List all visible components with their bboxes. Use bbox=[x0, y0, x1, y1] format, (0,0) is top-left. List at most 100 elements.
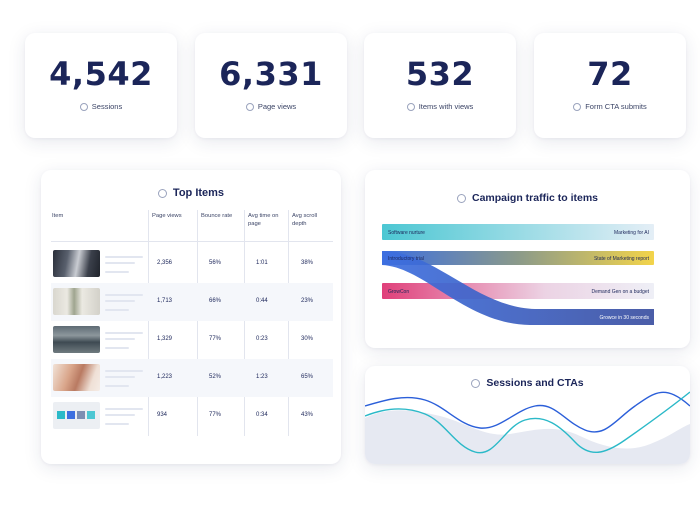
text-placeholder bbox=[105, 347, 129, 349]
target-label-growce: Growce in 30 seconds bbox=[600, 315, 650, 321]
source-label-growcon: GrowCon bbox=[388, 289, 409, 295]
text-placeholder bbox=[105, 262, 135, 264]
top-items-card: Top Items Item Page views Bounce rate Av… bbox=[41, 170, 341, 464]
target-label-state-of-marketing: State of Marketing report bbox=[594, 256, 650, 262]
text-placeholder bbox=[105, 294, 143, 296]
text-placeholder bbox=[105, 423, 129, 425]
column-divider bbox=[148, 210, 149, 436]
column-header-item[interactable]: Item bbox=[52, 213, 64, 219]
cell-page-views: 2,356 bbox=[157, 260, 173, 266]
ctas-line[interactable] bbox=[365, 391, 690, 454]
source-label-introductory-trial: Introductory trial bbox=[388, 256, 424, 262]
cell-scroll-depth: 30% bbox=[301, 336, 314, 342]
campaign-title-row: Campaign traffic to items bbox=[365, 192, 690, 204]
kpi-card-sessions: 4,542 Sessions bbox=[25, 33, 177, 138]
kpi-value: 6,331 bbox=[219, 55, 323, 93]
column-header-scroll-depth[interactable]: Avg scroll depth bbox=[292, 213, 318, 227]
top-items-table: Item Page views Bounce rate Avg time on … bbox=[51, 210, 333, 435]
text-placeholder bbox=[105, 309, 129, 311]
cell-avg-time: 0:34 bbox=[256, 412, 268, 418]
text-placeholder bbox=[105, 385, 129, 387]
cell-scroll-depth: 65% bbox=[301, 374, 314, 380]
flow-software-nurture[interactable] bbox=[382, 224, 654, 240]
kpi-label: Sessions bbox=[91, 102, 123, 111]
text-placeholder bbox=[105, 408, 143, 410]
cell-page-views: 1,223 bbox=[157, 374, 173, 380]
chart-area bbox=[365, 410, 690, 464]
cell-scroll-depth: 38% bbox=[301, 260, 314, 266]
campaign-title: Campaign traffic to items bbox=[471, 192, 599, 204]
table-row[interactable]: 1,713 66% 0:44 23% bbox=[51, 283, 333, 321]
text-placeholder bbox=[105, 271, 129, 273]
column-divider bbox=[288, 210, 289, 436]
top-items-title-row: Top Items bbox=[41, 187, 341, 199]
table-row[interactable]: 1,223 52% 1:23 65% bbox=[51, 359, 333, 397]
kpi-card-form-cta-submits: 72 Form CTA submits bbox=[534, 33, 686, 138]
thumbnail-block bbox=[67, 411, 75, 419]
kpi-card-page-views: 6,331 Page views bbox=[195, 33, 347, 138]
item-thumbnail[interactable] bbox=[53, 364, 100, 391]
info-icon[interactable] bbox=[573, 102, 582, 111]
item-thumbnail[interactable] bbox=[53, 250, 100, 277]
kpi-value: 72 bbox=[587, 55, 633, 93]
item-thumbnail[interactable] bbox=[53, 326, 100, 353]
text-placeholder bbox=[105, 376, 135, 378]
cell-bounce-rate: 77% bbox=[209, 412, 222, 418]
kpi-label: Page views bbox=[257, 102, 297, 111]
kpi-label-row: Form CTA submits bbox=[534, 102, 686, 111]
cell-bounce-rate: 52% bbox=[209, 374, 222, 380]
text-placeholder bbox=[105, 256, 143, 258]
text-placeholder bbox=[105, 370, 143, 372]
source-label-software-nurture: Software nurture bbox=[388, 230, 425, 236]
cell-avg-time: 1:23 bbox=[256, 374, 268, 380]
column-header-bounce-rate[interactable]: Bounce rate bbox=[201, 213, 233, 219]
info-icon[interactable] bbox=[245, 102, 254, 111]
target-label-marketing-for-ai: Marketing for AI bbox=[614, 230, 649, 236]
cell-avg-time: 0:44 bbox=[256, 298, 268, 304]
info-icon[interactable] bbox=[406, 102, 415, 111]
kpi-label-row: Items with views bbox=[364, 102, 516, 111]
table-row[interactable]: 934 77% 0:34 43% bbox=[51, 397, 333, 435]
kpi-label-row: Page views bbox=[195, 102, 347, 111]
kpi-label: Items with views bbox=[418, 102, 474, 111]
thumbnail-block bbox=[57, 411, 65, 419]
sessions-title-row: Sessions and CTAs bbox=[365, 377, 690, 389]
kpi-card-items-with-views: 532 Items with views bbox=[364, 33, 516, 138]
column-divider bbox=[197, 210, 198, 436]
info-icon[interactable] bbox=[157, 188, 167, 198]
info-icon[interactable] bbox=[79, 102, 88, 111]
text-placeholder bbox=[105, 332, 143, 334]
text-placeholder bbox=[105, 338, 135, 340]
table-row[interactable]: 2,356 56% 1:01 38% bbox=[51, 245, 333, 283]
flow-to-growce[interactable] bbox=[382, 251, 654, 325]
target-label-demand-gen: Demand Gen on a budget bbox=[591, 289, 649, 295]
info-icon[interactable] bbox=[471, 378, 481, 388]
cell-avg-time: 1:01 bbox=[256, 260, 268, 266]
table-row[interactable]: 1,329 77% 0:23 30% bbox=[51, 321, 333, 359]
info-icon[interactable] bbox=[456, 193, 466, 203]
kpi-label: Form CTA submits bbox=[585, 102, 647, 111]
sessions-title: Sessions and CTAs bbox=[486, 377, 584, 389]
thumbnail-block bbox=[87, 411, 95, 419]
cell-bounce-rate: 66% bbox=[209, 298, 222, 304]
text-placeholder bbox=[105, 414, 135, 416]
cell-avg-time: 0:23 bbox=[256, 336, 268, 342]
campaign-traffic-card: Campaign traffic to items Software nurtu… bbox=[365, 170, 690, 348]
sessions-ctas-chart bbox=[365, 391, 690, 464]
kpi-label-row: Sessions bbox=[25, 102, 177, 111]
item-thumbnail[interactable] bbox=[53, 402, 100, 429]
cell-bounce-rate: 56% bbox=[209, 260, 222, 266]
kpi-value: 4,542 bbox=[49, 55, 153, 93]
top-items-title: Top Items bbox=[172, 187, 225, 199]
text-placeholder bbox=[105, 300, 135, 302]
table-header: Item Page views Bounce rate Avg time on … bbox=[51, 210, 333, 242]
thumbnail-block bbox=[77, 411, 85, 419]
sessions-line[interactable] bbox=[365, 391, 690, 433]
cell-scroll-depth: 43% bbox=[301, 412, 314, 418]
column-header-avg-time[interactable]: Avg time on page bbox=[248, 213, 279, 227]
item-thumbnail[interactable] bbox=[53, 288, 100, 315]
flow-introductory-trial[interactable] bbox=[382, 251, 654, 265]
sankey-diagram: Software nurture Introductory trial Grow… bbox=[382, 224, 654, 325]
cell-bounce-rate: 77% bbox=[209, 336, 222, 342]
column-header-page-views[interactable]: Page views bbox=[152, 213, 182, 219]
